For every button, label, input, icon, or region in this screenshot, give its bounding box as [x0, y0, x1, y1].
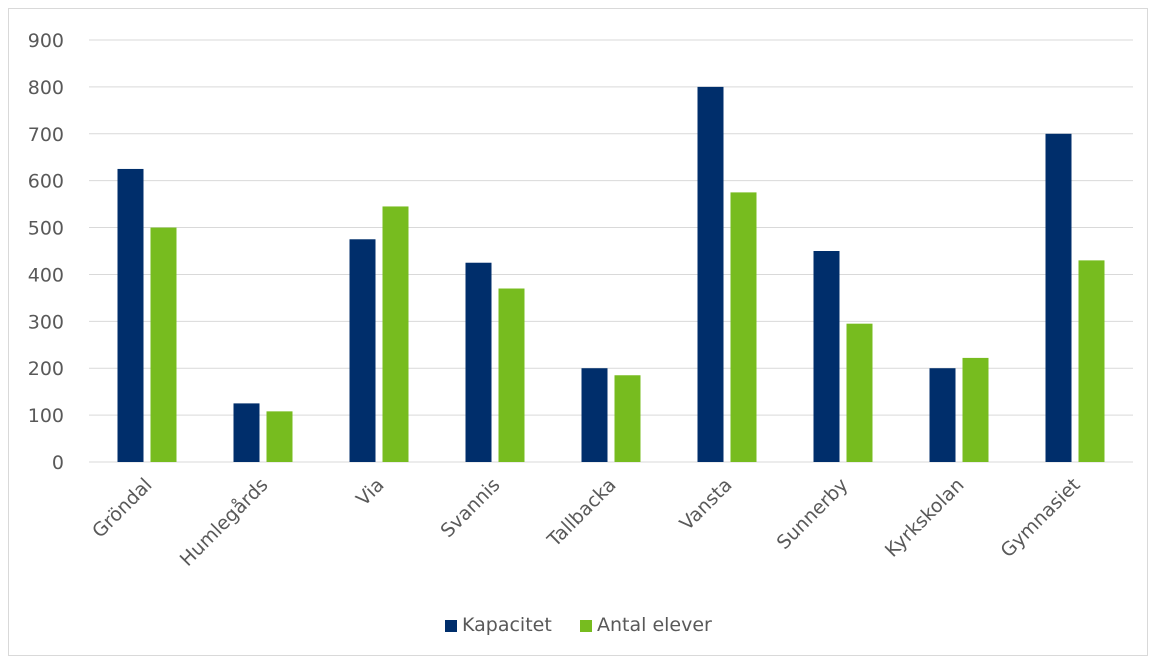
y-tick-label: 800 [28, 77, 64, 99]
x-tick-label: Humlegårds [175, 473, 273, 571]
y-tick-label: 0 [52, 452, 64, 474]
bar-kapacitet-svannis [465, 262, 492, 462]
bar-antal-elever-gymnasiet [1078, 260, 1105, 462]
bar-antal-elever-vansta [730, 192, 757, 462]
x-tick-label: Gymnasiet [997, 474, 1085, 562]
legend-swatch-antal-elever [580, 620, 592, 632]
legend-label: Antal elever [597, 614, 712, 636]
bar-antal-elever-svannis [498, 288, 525, 462]
bar-antal-elever-tallbacka [614, 375, 641, 462]
legend-label: Kapacitet [462, 614, 552, 636]
bar-antal-elever-via [382, 206, 409, 462]
bar-antal-elever-sunnerby [846, 323, 873, 462]
y-tick-label: 400 [28, 264, 64, 286]
bar-antal-elever-gröndal [150, 227, 177, 462]
y-tick-label: 700 [28, 124, 64, 146]
bar-kapacitet-tallbacka [581, 368, 608, 462]
legend: Kapacitet Antal elever [445, 614, 712, 636]
y-axis: 0 100 200 300 400 500 600 700 800 900 [28, 30, 64, 474]
bar-kapacitet-gymnasiet [1045, 133, 1072, 462]
legend-swatch-kapacitet [445, 620, 457, 632]
x-tick-label: Kyrkskolan [881, 474, 969, 562]
y-tick-label: 500 [28, 218, 64, 240]
y-tick-label: 600 [28, 171, 64, 193]
gridlines [89, 39, 1133, 463]
x-tick-label: Via [352, 474, 388, 510]
bar-kapacitet-sunnerby [813, 251, 840, 462]
bar-kapacitet-via [349, 239, 376, 462]
x-tick-label: Tallbacka [543, 474, 621, 552]
bar-antal-elever-kyrkskolan [962, 357, 989, 462]
bar-antal-elever-humlegårds [266, 411, 293, 462]
bar-kapacitet-gröndal [117, 168, 144, 462]
bars [117, 86, 1105, 462]
x-tick-label: Gröndal [88, 474, 156, 542]
bar-kapacitet-kyrkskolan [929, 368, 956, 462]
x-tick-label: Sunnerby [773, 474, 853, 554]
y-tick-label: 300 [28, 311, 64, 333]
x-tick-label: Vansta [676, 474, 737, 535]
bar-kapacitet-vansta [697, 86, 724, 462]
y-tick-label: 900 [28, 30, 64, 52]
x-axis: Gröndal Humlegårds Via Svannis Tallbacka Vans… [88, 473, 1084, 571]
bar-kapacitet-humlegårds [233, 403, 260, 462]
y-tick-label: 200 [28, 358, 64, 380]
y-tick-label: 100 [28, 405, 64, 427]
x-tick-label: Svannis [436, 474, 504, 542]
chart-frame [8, 8, 1148, 656]
